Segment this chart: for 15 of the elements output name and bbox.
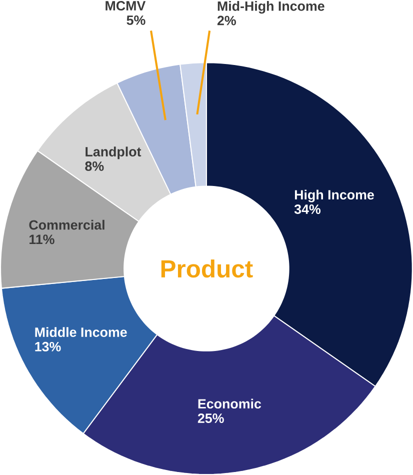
slice-label: Landplot bbox=[86, 146, 142, 160]
slice-label: Mid-High Income bbox=[218, 1, 324, 14]
slice-label: Economic bbox=[198, 398, 262, 409]
data-label: 34% bbox=[294, 204, 321, 214]
slice-label: Commercial bbox=[29, 220, 104, 230]
data-label: 5% bbox=[126, 15, 146, 25]
slice-label: High Income bbox=[295, 190, 374, 202]
data-label: 11% bbox=[30, 234, 54, 244]
text: Product bbox=[161, 259, 253, 278]
data-label: 25% bbox=[198, 413, 224, 423]
data-label: 2% bbox=[218, 16, 236, 26]
slice-label: MCMV bbox=[106, 1, 146, 11]
slice-label: Middle Income bbox=[35, 327, 127, 337]
data-label: 8% bbox=[85, 161, 104, 171]
data-label: 13% bbox=[35, 342, 61, 352]
